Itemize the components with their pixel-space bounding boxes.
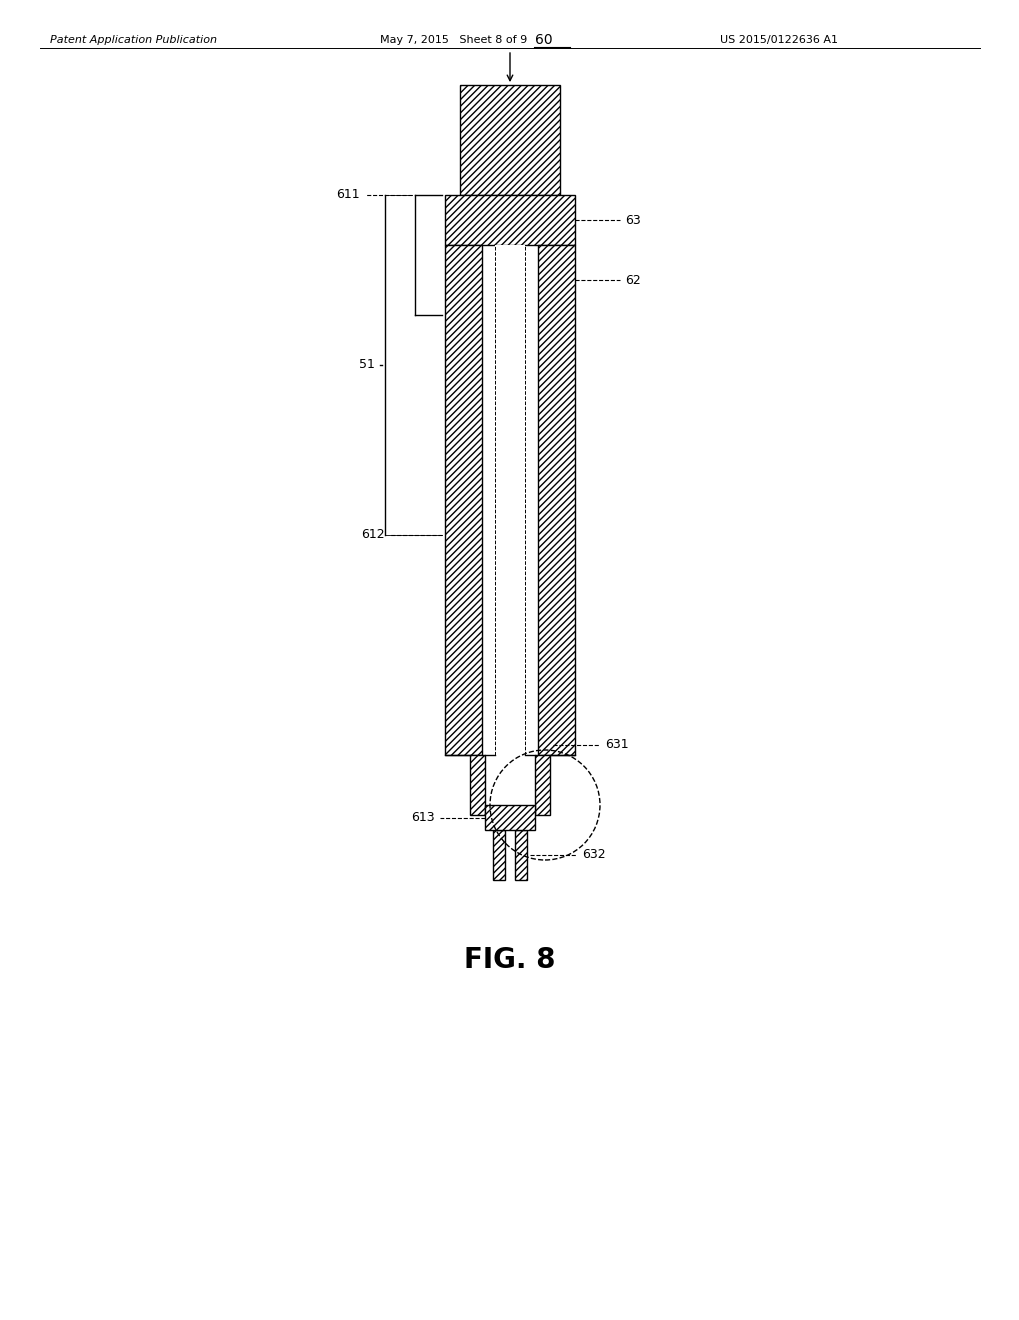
Bar — [484, 805, 535, 830]
Bar — [460, 84, 559, 195]
Bar — [444, 195, 575, 246]
Text: May 7, 2015   Sheet 8 of 9: May 7, 2015 Sheet 8 of 9 — [380, 36, 527, 45]
Text: 60: 60 — [535, 33, 552, 48]
Bar — [484, 805, 535, 830]
Text: 62: 62 — [625, 273, 640, 286]
Bar — [492, 830, 504, 880]
Text: 631: 631 — [604, 738, 628, 751]
Bar — [494, 246, 525, 755]
Text: 613: 613 — [411, 810, 434, 824]
Bar — [470, 755, 484, 814]
Text: FIG. 8: FIG. 8 — [464, 946, 555, 974]
Bar — [515, 830, 527, 880]
Text: 612: 612 — [361, 528, 384, 541]
Bar — [444, 195, 575, 246]
Bar — [492, 830, 504, 880]
Bar — [444, 246, 482, 755]
Text: 51: 51 — [359, 359, 375, 371]
Bar — [444, 246, 482, 755]
Bar — [537, 246, 575, 755]
Bar — [470, 755, 484, 814]
Bar — [535, 755, 549, 814]
Bar — [515, 830, 527, 880]
Text: Patent Application Publication: Patent Application Publication — [50, 36, 217, 45]
Text: 632: 632 — [582, 849, 605, 862]
Text: 63: 63 — [625, 214, 640, 227]
Text: 611: 611 — [336, 189, 360, 202]
Text: US 2015/0122636 A1: US 2015/0122636 A1 — [719, 36, 838, 45]
Bar — [535, 755, 549, 814]
Bar — [537, 246, 575, 755]
Bar — [460, 84, 559, 195]
